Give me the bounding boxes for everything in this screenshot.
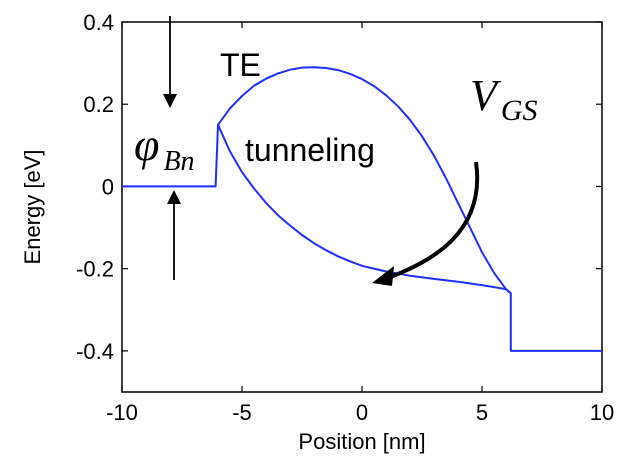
phi-subscript: Bn	[163, 146, 194, 177]
phi-bn-label: φ Bn	[134, 119, 195, 177]
y-tick-label-3: -0.2	[76, 257, 114, 282]
vgs-label: V GS	[470, 71, 538, 127]
y-axis-label: Energy [eV]	[20, 150, 45, 265]
phi-symbol: φ	[134, 119, 159, 170]
barrier-arrow-bottom	[167, 190, 181, 280]
series-group	[122, 66, 602, 352]
x-axis-label: Position [nm]	[298, 429, 425, 454]
barrier-arrow-top	[163, 16, 177, 108]
vgs-subscript: GS	[501, 94, 538, 127]
x-tick-label-4: 10	[590, 400, 614, 425]
x-tick-label-1: -5	[232, 400, 252, 425]
te-label: TE	[220, 47, 261, 83]
x-tick-label-2: 0	[356, 400, 368, 425]
tunneling-label: tunneling	[245, 132, 375, 168]
tick-labels: -10 -5 0 5 10 0.4 0.2 0 -0.2 -0.4	[76, 10, 614, 425]
y-tick-label-2: 0	[102, 174, 114, 199]
x-tick-label-3: 5	[476, 400, 488, 425]
series-line-1	[217, 124, 512, 295]
y-tick-label-1: 0.2	[83, 92, 114, 117]
x-tick-label-0: -10	[106, 400, 138, 425]
vgs-arrow	[372, 161, 480, 286]
plot-area	[121, 21, 603, 393]
y-tick-label-4: -0.4	[76, 339, 114, 364]
y-tick-label-0: 0.4	[83, 10, 114, 35]
series-line-0	[122, 66, 602, 352]
tick-marks	[121, 21, 603, 392]
